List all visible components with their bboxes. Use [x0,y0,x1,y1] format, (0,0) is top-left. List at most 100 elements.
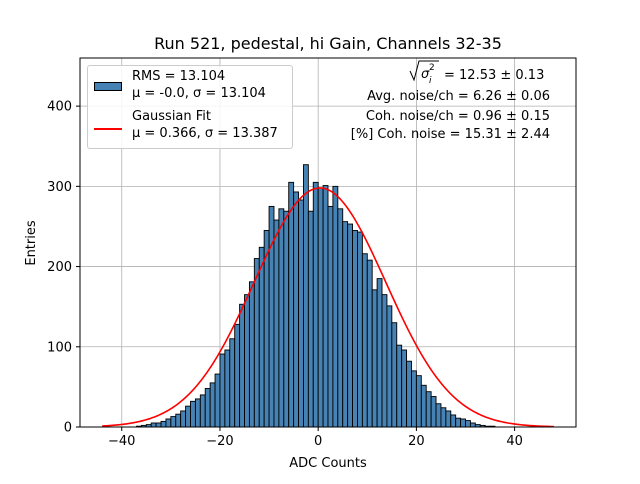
histogram-bar [440,407,447,428]
histogram-bar [465,420,471,428]
gaussian-fit-line [102,187,554,428]
fit-layer [102,187,554,428]
histogram-bar [248,281,255,428]
sqrt-sign-icon [409,60,439,82]
histogram-bar [391,322,398,428]
histogram-bar [180,410,187,428]
stat-coh-noise: Coh. noise/ch = 0.96 ± 0.15 [365,109,550,124]
histogram-bar [253,258,260,428]
y-tick-label: 100 [47,340,72,355]
legend-rms-params: μ = -0.0, σ = 13.104 [132,86,266,101]
histogram-bar [298,199,304,428]
histogram-bar [160,420,167,428]
y-tick-label: 200 [47,260,72,275]
histogram-bar [224,349,231,428]
chart-title: Run 521, pedestal, hi Gain, Channels 32-… [154,34,502,53]
histogram-bar [165,418,172,428]
histogram-bar [371,289,378,428]
sigma-superscript: 2 [429,63,435,73]
x-tick-label: −40 [108,434,135,449]
histogram-bar [209,382,216,428]
histogram-bar [455,417,462,428]
histogram-bar [396,344,403,428]
histogram-bar [258,246,265,428]
histogram-bar [406,360,412,428]
stat-pct-coh-noise: [%] Coh. noise = 15.31 ± 2.44 [350,127,550,142]
histogram-bar [381,294,388,428]
histogram-bar [342,221,349,428]
x-tick-label: 20 [408,434,425,449]
histogram-bar [170,416,177,428]
histogram-bar [357,231,363,428]
legend-swatch-fit [94,128,122,130]
legend-swatch-histogram [94,82,122,91]
histogram-bar [411,370,417,428]
histogram-bar [450,414,457,428]
histogram-bar [234,323,241,428]
y-tick-label: 0 [64,421,72,436]
histogram-bar [332,185,339,428]
y-tick-label: 400 [47,100,72,115]
x-axis-label: ADC Counts [289,456,367,471]
histogram-bar [190,400,196,428]
histogram-bar [366,259,373,428]
histogram-bar [322,185,329,428]
histogram-bar [386,305,393,428]
histogram-bar [214,373,221,428]
legend: RMS = 13.104 μ = -0.0, σ = 13.104 Gaussi… [87,65,293,149]
y-axis-label: Entries [24,220,39,266]
legend-fit-params: μ = 0.366, σ = 13.387 [132,126,278,141]
histogram-bar [293,191,299,428]
histogram-bar [376,278,383,428]
histogram-bar [244,294,250,428]
histogram-bar [150,422,157,428]
histogram-bar [204,388,211,428]
histogram-bar [312,181,319,428]
legend-rms-label: RMS = 13.104 [132,69,226,84]
histogram-bar [278,208,285,428]
histogram-bar [460,418,466,428]
plot-frame [79,57,577,428]
histogram-bar [430,396,437,428]
histogram-bar [194,398,201,428]
x-tick-label: 0 [314,434,322,449]
histogram-bar [229,338,236,428]
sigma-subscript: i [429,76,432,86]
histogram-bar [302,164,309,428]
legend-fit-label: Gaussian Fit [132,109,212,124]
histogram-bar [307,210,314,428]
x-tick-label: 40 [506,434,523,449]
histogram-bar [327,205,334,428]
histogram-bar [420,384,427,428]
histogram-bar [352,230,358,428]
histogram-bar [288,181,295,428]
x-tick-label: −20 [206,434,233,449]
y-tick-label: 300 [47,180,72,195]
histogram-bar [317,187,324,428]
stat-avg-noise: Avg. noise/ch = 6.26 ± 0.06 [367,89,550,104]
histogram-bar [185,405,191,428]
histogram-bar [239,303,245,428]
sigma-symbol: σ [421,67,430,82]
sigma-annotation: σ i 2 = 12.53 ± 0.13 [409,60,544,86]
histogram-bar [273,219,280,428]
histogram-bar [155,422,162,428]
histogram-bar [199,394,206,428]
histogram-bar [415,375,422,428]
sigma-value: = 12.53 ± 0.13 [444,68,544,83]
histogram-bar [337,208,344,428]
histogram-bar [268,205,275,428]
histogram-bar [219,353,226,428]
histogram-bar [425,391,432,428]
histogram-bar [445,410,452,428]
histogram-bar [469,422,476,428]
histogram-bar [283,210,290,428]
histogram-bar [435,403,442,428]
histogram-bar [347,223,354,428]
histogram-bar [361,253,368,428]
histogram-bar [175,413,182,428]
histogram-bar [401,349,408,428]
